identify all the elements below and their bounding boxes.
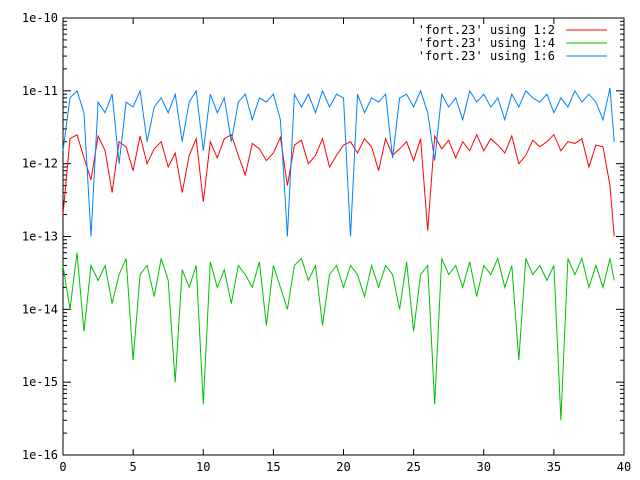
x-tick-label: 35	[547, 460, 561, 474]
x-tick-label: 5	[130, 460, 137, 474]
x-tick-label: 40	[617, 460, 631, 474]
series-line-1	[62, 133, 615, 237]
y-tick-label: 1e-10	[22, 11, 58, 25]
series-line-3	[62, 87, 615, 237]
x-tick-label: 25	[406, 460, 420, 474]
x-tick-label: 0	[59, 460, 66, 474]
series-line-2	[62, 252, 615, 421]
y-tick-label: 1e-16	[22, 448, 58, 462]
series-layer	[62, 87, 615, 421]
legend-label: 'fort.23' using 1:6	[418, 49, 555, 63]
x-tick-label: 10	[196, 460, 210, 474]
legend-label: 'fort.23' using 1:2	[418, 23, 555, 37]
legend-label: 'fort.23' using 1:4	[418, 36, 555, 50]
x-tick-label: 15	[266, 460, 280, 474]
x-tick-label: 30	[477, 460, 491, 474]
y-tick-label: 1e-13	[22, 230, 58, 244]
y-tick-label: 1e-14	[22, 302, 58, 316]
x-axis: 0 5 10 15 20 25 30 35 40	[59, 18, 631, 474]
y-tick-label: 1e-12	[22, 157, 58, 171]
y-axis: 1e-16 1e-15 1e-14 1e-13 1e-12 1e-11 1e-10	[22, 11, 624, 462]
legend: 'fort.23' using 1:2'fort.23' using 1:4'f…	[418, 23, 607, 63]
y-tick-label: 1e-15	[22, 375, 58, 389]
plot-background	[62, 17, 625, 456]
x-tick-label: 20	[336, 460, 350, 474]
y-tick-label: 1e-11	[22, 84, 58, 98]
